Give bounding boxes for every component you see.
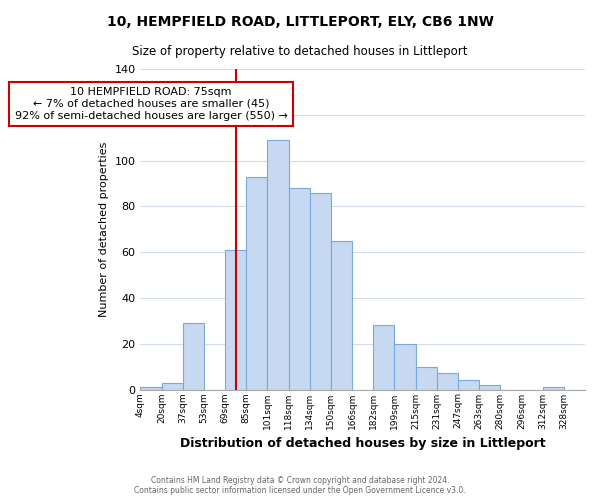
Bar [373,326,394,390]
Bar [225,250,246,390]
Bar [140,387,161,390]
X-axis label: Distribution of detached houses by size in Littleport: Distribution of detached houses by size … [180,437,545,450]
Bar [289,188,310,390]
Text: Size of property relative to detached houses in Littleport: Size of property relative to detached ho… [132,45,468,58]
Bar [310,192,331,390]
Bar [542,387,564,390]
Bar [458,380,479,390]
Bar [161,382,183,390]
Bar [479,385,500,390]
Bar [246,176,268,390]
Bar [183,323,204,390]
Y-axis label: Number of detached properties: Number of detached properties [99,142,109,317]
Text: 10 HEMPFIELD ROAD: 75sqm
← 7% of detached houses are smaller (45)
92% of semi-de: 10 HEMPFIELD ROAD: 75sqm ← 7% of detache… [14,88,287,120]
Bar [437,374,458,390]
Bar [268,140,289,390]
Text: Contains HM Land Registry data © Crown copyright and database right 2024.
Contai: Contains HM Land Registry data © Crown c… [134,476,466,495]
Bar [416,366,437,390]
Bar [331,240,352,390]
Bar [394,344,416,390]
Text: 10, HEMPFIELD ROAD, LITTLEPORT, ELY, CB6 1NW: 10, HEMPFIELD ROAD, LITTLEPORT, ELY, CB6… [107,15,493,29]
